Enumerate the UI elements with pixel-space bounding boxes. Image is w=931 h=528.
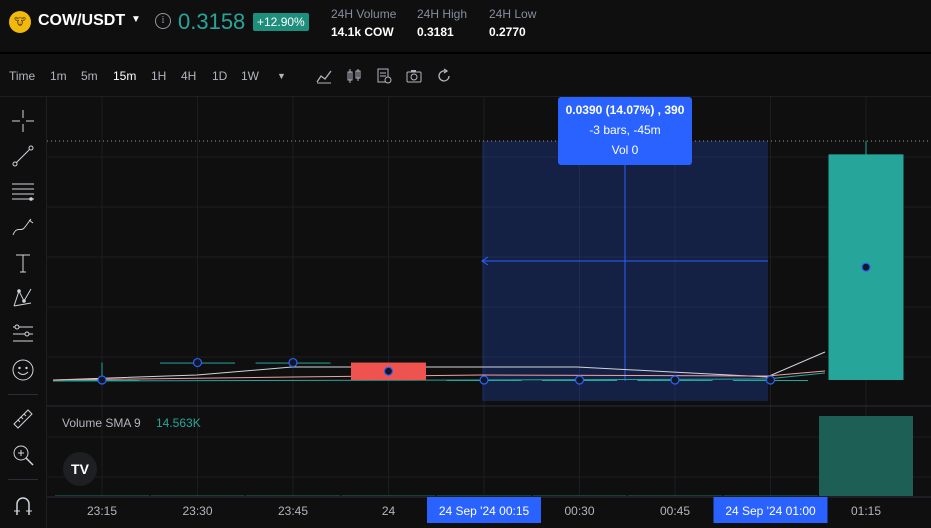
zoom-icon[interactable] <box>11 443 35 467</box>
measure-tooltip: 0.0390 (14.07%) , 390 -3 bars, -45m Vol … <box>558 97 692 165</box>
volume-bar <box>246 495 340 496</box>
volume-bar <box>723 495 818 496</box>
ruler-icon[interactable] <box>11 407 35 431</box>
candle-anchor-dot <box>765 375 776 385</box>
volume-bar <box>341 495 436 496</box>
candle-anchor-dot <box>288 357 298 368</box>
timeframe-1h[interactable]: 1H <box>151 69 167 83</box>
measure-tooltip-volume: Vol 0 <box>611 143 639 157</box>
candle-anchor-dot <box>670 375 680 385</box>
ma-line <box>52 372 826 382</box>
volume-bar <box>55 495 149 496</box>
reload-icon[interactable] <box>436 68 452 84</box>
trendline-icon[interactable] <box>11 144 35 168</box>
candle-type-icon[interactable] <box>346 68 362 84</box>
time-axis-ticks: 23:15 23:30 23:45 24 24 Sep '24 00:15 00:30 00… <box>87 497 881 523</box>
toolbar-divider <box>8 479 38 480</box>
stat-value: 0.2770 <box>489 25 526 39</box>
timeframe-time[interactable]: Time <box>9 69 36 83</box>
stat-value: 14.1k COW <box>331 25 394 39</box>
info-icon[interactable]: i <box>155 13 171 29</box>
time-tick-label: 24 Sep '24 01:00 <box>725 504 816 518</box>
ma-line <box>52 370 826 381</box>
pattern-icon[interactable] <box>11 286 35 310</box>
template-icon[interactable] <box>376 68 392 84</box>
measure-arrow-icon <box>481 256 489 266</box>
stat-value: 0.3181 <box>417 25 454 39</box>
market-header: 🐮 COW/USDT ▼ i 0.3158 +12.90% 24H Volume… <box>0 0 931 54</box>
snapshot-icon[interactable] <box>406 68 422 84</box>
drawing-toolbar <box>0 97 47 528</box>
candles-layer <box>64 141 904 385</box>
magnet-icon[interactable] <box>11 493 35 517</box>
time-axis-highlight <box>427 497 541 523</box>
timeframe-4h[interactable]: 4H <box>181 69 197 83</box>
volume-indicator-value: 14.563K <box>156 416 201 430</box>
crosshair-icon[interactable] <box>11 109 35 133</box>
candle-anchor-dot <box>192 357 203 368</box>
last-price: 0.3158 <box>178 9 246 34</box>
measure-tooltip-change: 0.0390 (14.07%) , 390 <box>565 103 685 117</box>
timeframe-1m[interactable]: 1m <box>50 69 67 83</box>
pair-selector[interactable]: COW/USDT <box>38 12 126 29</box>
change-badge: +12.90% <box>253 13 309 31</box>
tradingview-logo-icon[interactable]: TV <box>63 452 97 486</box>
candle-anchor-dot <box>574 375 585 385</box>
stat-label: 24H Volume <box>331 7 397 21</box>
volume-bar <box>819 416 913 496</box>
measure-tooltip-bars: -3 bars, -45m <box>589 123 661 137</box>
time-tick-label: 23:30 <box>182 504 212 518</box>
volume-layer <box>55 416 913 496</box>
stat-high: 24H High 0.3181 <box>417 7 467 39</box>
stat-label: 24H Low <box>489 7 537 21</box>
time-axis-highlight <box>713 497 828 523</box>
timeframe-more-caret-icon[interactable]: ▼ <box>277 71 286 81</box>
volume-indicator-label[interactable]: Volume SMA 9 <box>62 416 141 430</box>
timeframe-1d[interactable]: 1D <box>212 69 228 83</box>
candle-anchor-dot <box>861 262 871 272</box>
time-tick-label: 23:15 <box>87 504 117 518</box>
fib-icon[interactable] <box>11 179 35 203</box>
volume-bar <box>437 495 531 496</box>
timeframe-15m[interactable]: 15m <box>113 69 137 83</box>
brush-icon[interactable] <box>11 215 35 239</box>
volume-bar <box>532 495 627 496</box>
moving-average-lines <box>52 351 826 382</box>
toolbar-divider <box>8 394 38 395</box>
timeframe-1w[interactable]: 1W <box>241 69 259 83</box>
chevron-down-icon[interactable]: ▼ <box>131 14 141 25</box>
candle-anchor-dot <box>479 375 489 385</box>
timeframe-5m[interactable]: 5m <box>81 69 98 83</box>
price-chart[interactable]: 23:15 23:30 23:45 24 24 Sep '24 00:15 00:30 00… <box>47 97 931 528</box>
candle-anchor-dot <box>97 375 107 385</box>
time-tick-label: 24 <box>382 504 396 518</box>
emoji-icon[interactable] <box>11 358 35 382</box>
time-tick-label: 24 Sep '24 00:15 <box>439 504 530 518</box>
stat-label: 24H High <box>417 7 468 21</box>
text-icon[interactable] <box>11 251 35 275</box>
volume-bar <box>150 495 245 496</box>
candle-anchor-dot <box>383 366 394 376</box>
time-tick-label: 00:45 <box>660 504 690 518</box>
chart-grid <box>47 97 931 497</box>
prediction-icon[interactable] <box>11 322 35 346</box>
chart-toolbar: Time 1m 5m 15m 1H 4H 1D 1W ▼ <box>0 56 931 97</box>
time-tick-label: 01:15 <box>851 504 881 518</box>
time-tick-label: 00:30 <box>564 504 594 518</box>
coin-logo-icon: 🐮 <box>9 11 31 33</box>
indicators-icon[interactable] <box>316 68 332 84</box>
stat-volume: 24H Volume 14.1k COW <box>331 7 396 39</box>
time-tick-label: 23:45 <box>278 504 308 518</box>
stat-low: 24H Low 0.2770 <box>489 7 536 39</box>
volume-bar <box>628 495 722 496</box>
